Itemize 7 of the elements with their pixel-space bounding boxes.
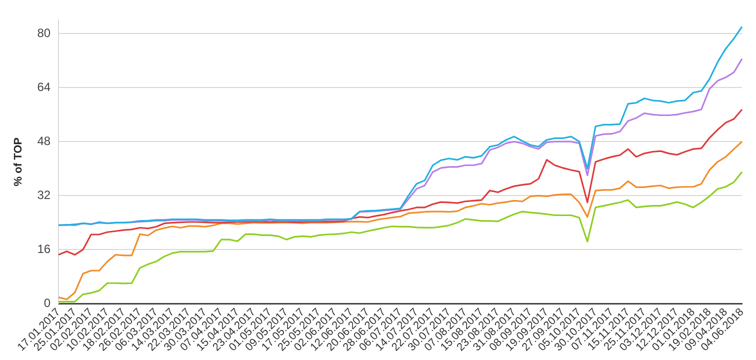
y-tick-label: 16 <box>37 242 51 256</box>
y-axis-title: % of TOP <box>12 138 25 186</box>
y-tick-label: 0 <box>44 296 51 310</box>
y-tick-label: 64 <box>37 80 51 94</box>
y-tick-label: 80 <box>37 26 51 40</box>
y-tick-label: 48 <box>37 134 51 148</box>
y-tick-label: 32 <box>37 188 51 202</box>
